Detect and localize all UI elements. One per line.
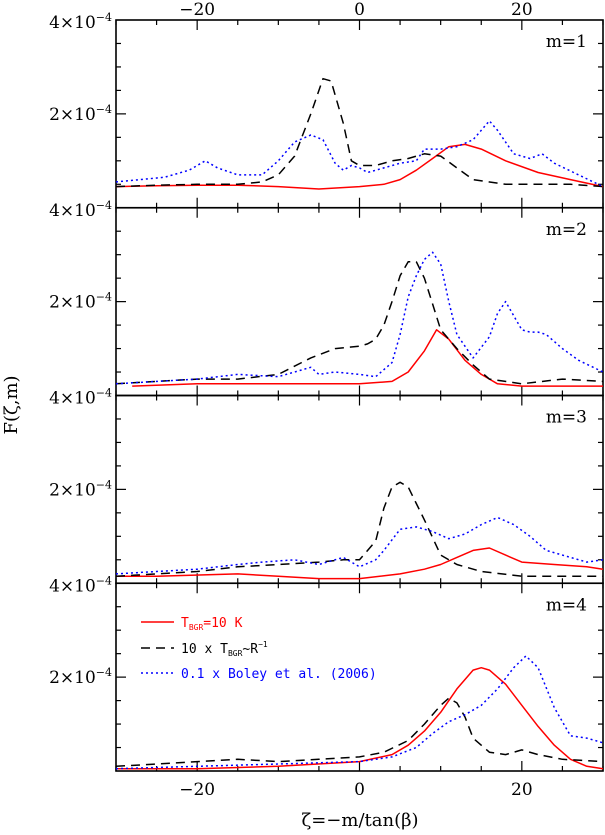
x-tick-label: 0 [354,780,365,800]
y-tick-label: 2×10−4 [49,478,112,500]
series-line-red [116,547,604,580]
bottom-x-tick-labels: −20 0 20 [179,780,532,800]
panel-label: m=4 [546,595,587,615]
series-line-black [115,697,604,768]
y-tick-label: 4×10−4 [49,199,112,221]
y-tick-label: 2×10−4 [49,103,112,125]
panel-label: m=2 [546,220,587,240]
series-line-black [115,77,604,188]
panel-m2: 2×10−4 4×10−4 m=2 [49,199,604,397]
x-tick-label: 20 [511,780,533,800]
x-tick-label: 20 [511,0,533,20]
panel-label: m=1 [546,32,587,52]
y-tick-label: 2×10−4 [49,291,112,313]
panel-m1: 2×10−4 4×10−4 m=1 [49,11,604,209]
series-line-blue [115,655,604,770]
y-tick-label: 4×10−4 [49,574,112,596]
series-line-blue [115,251,604,385]
series-line-blue [115,120,604,188]
panel-m3: 2×10−4 4×10−4 m=3 [49,387,604,585]
y-tick-label: 4×10−4 [49,11,112,33]
series-line-black [115,481,603,577]
x-axis-title: ζ=−m/tan(β) [301,810,418,831]
x-tick-label: −20 [179,0,215,20]
legend-label-red: TBGR=10 K [181,616,243,632]
top-x-tick-labels: −20 0 20 [179,0,532,20]
series-line-blue [115,516,604,575]
legend-label-black: 10 x TBGR~R−1 [181,640,268,658]
panel-label: m=3 [546,408,587,428]
series-line-red [132,329,603,387]
legend-label-blue: 0.1 x Boley et al. (2006) [181,667,377,682]
series-line-red [116,666,604,770]
chart-panels: 2×10−4 4×10−4 m=1 2×10−4 4×10−4 m=2 2×10−4 4×10… [49,11,604,772]
panel-frame [115,394,604,585]
series-line-red [115,143,604,190]
panel-frame [115,19,604,209]
panel-frame [115,206,604,397]
x-tick-label: −20 [179,780,215,800]
panel-m4: 2×10−4 4×10−4 m=4 [49,574,604,772]
chart-legend: TBGR=10 K 10 x TBGR~R−1 0.1 x Boley et al.… [141,616,377,682]
x-tick-label: 0 [354,0,365,20]
y-tick-label: 4×10−4 [49,387,112,409]
y-axis-title: F(ζ,m) [1,375,22,434]
y-tick-label: 2×10−4 [49,666,112,688]
series-line-black [115,260,604,385]
